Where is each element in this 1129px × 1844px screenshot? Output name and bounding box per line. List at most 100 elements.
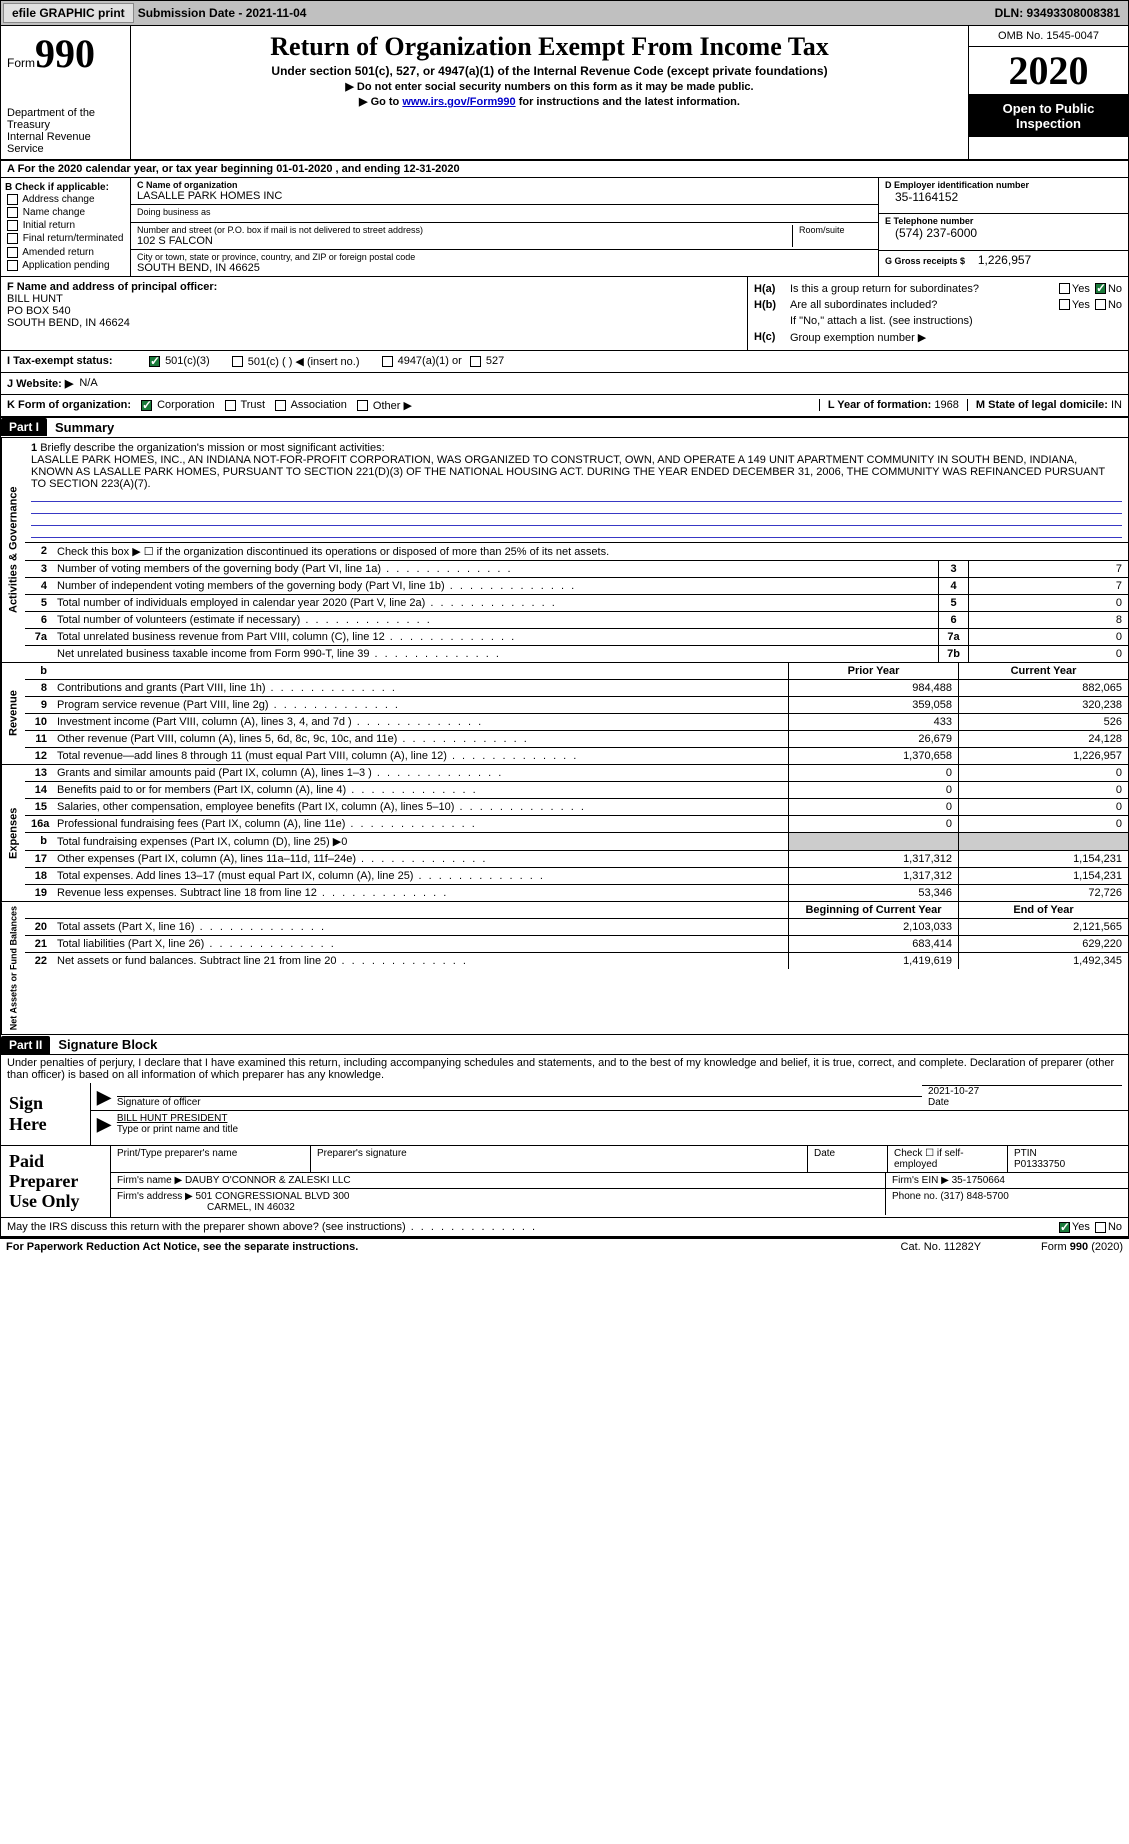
j-label: J Website: ▶ [7, 377, 73, 390]
paid-preparer: Paid Preparer Use Only Print/Type prepar… [1, 1145, 1128, 1217]
table-row: 21Total liabilities (Part X, line 26)683… [25, 935, 1128, 952]
mission-text: LASALLE PARK HOMES, INC., AN INDIANA NOT… [31, 454, 1105, 490]
cb-name-change[interactable]: Name change [5, 206, 126, 219]
street-label: Number and street (or P.O. box if mail i… [137, 225, 792, 235]
ein-label: D Employer identification number [885, 180, 1122, 190]
form-header: Form990 Department of the Treasury Inter… [0, 26, 1129, 159]
pself-label[interactable]: Check ☐ if self-employed [888, 1146, 1008, 1172]
table-row: bTotal fundraising expenses (Part IX, co… [25, 832, 1128, 850]
table-row: 22Net assets or fund balances. Subtract … [25, 952, 1128, 969]
cb-527[interactable]: 527 [468, 355, 504, 367]
row-k: K Form of organization: Corporation Trus… [0, 395, 1129, 418]
officer-sig-line[interactable]: ▶ Signature of officer 2021-10-27 Date [91, 1083, 1128, 1111]
table-row: 4Number of independent voting members of… [25, 577, 1128, 594]
table-row: 19Revenue less expenses. Subtract line 1… [25, 884, 1128, 901]
form-prefix: Form [7, 56, 35, 70]
section-b: B Check if applicable: Address change Na… [1, 178, 131, 276]
pdate-label: Date [808, 1146, 888, 1172]
goto-hint: ▶ Go to www.irs.gov/Form990 for instruct… [135, 95, 964, 108]
open-inspection: Open to Public Inspection [969, 95, 1128, 137]
submission-date: Submission Date - 2021-11-04 [138, 6, 307, 20]
table-row: 14Benefits paid to or for members (Part … [25, 781, 1128, 798]
blue-rule [31, 514, 1122, 526]
paperwork-notice: For Paperwork Reduction Act Notice, see … [6, 1241, 358, 1253]
cb-corp[interactable]: Corporation [139, 399, 215, 411]
cb-final-return[interactable]: Final return/terminated [5, 232, 126, 245]
tax-year: 2020 [969, 47, 1128, 95]
blue-rule [31, 502, 1122, 514]
table-row: 6Total number of volunteers (estimate if… [25, 611, 1128, 628]
cat-no: Cat. No. 11282Y [901, 1241, 982, 1253]
street: 102 S FALCON [137, 235, 792, 247]
hc-label: H(c) [754, 331, 790, 343]
cb-other[interactable]: Other ▶ [355, 399, 412, 412]
org-name: LASALLE PARK HOMES INC [137, 190, 872, 202]
form-number: 990 [35, 31, 95, 76]
prior-year-header: Prior Year [788, 663, 958, 679]
form-title: Return of Organization Exempt From Incom… [135, 32, 964, 62]
cb-app-pending[interactable]: Application pending [5, 259, 126, 272]
cb-address-change[interactable]: Address change [5, 193, 126, 206]
firm-phone: (317) 848-5700 [940, 1191, 1008, 1202]
ssn-hint: ▶ Do not enter social security numbers o… [135, 80, 964, 93]
net-assets: Net Assets or Fund Balances Beginning of… [1, 902, 1128, 1034]
city: SOUTH BEND, IN 46625 [137, 262, 872, 274]
section-c: C Name of organization LASALLE PARK HOME… [131, 178, 878, 276]
irs-link[interactable]: www.irs.gov/Form990 [402, 96, 515, 108]
tab-governance: Activities & Governance [1, 438, 25, 662]
firm-addr: 501 CONGRESSIONAL BLVD 300 [196, 1191, 350, 1202]
header-left: Form990 Department of the Treasury Inter… [1, 26, 131, 159]
section-h: H(a) Is this a group return for subordin… [748, 277, 1128, 350]
hb-yesno[interactable]: Yes No [1057, 299, 1122, 311]
ein: 35-1164152 [885, 190, 1122, 204]
cb-amended-return[interactable]: Amended return [5, 246, 126, 259]
hb-note: If "No," attach a list. (see instruction… [790, 315, 1122, 327]
table-row: 11Other revenue (Part VIII, column (A), … [25, 730, 1128, 747]
org-name-label: C Name of organization [137, 180, 872, 190]
f-label: F Name and address of principal officer: [7, 281, 741, 293]
discuss-text: May the IRS discuss this return with the… [7, 1221, 1057, 1233]
officer-addr2: SOUTH BEND, IN 46624 [7, 317, 741, 329]
tab-expenses: Expenses [1, 765, 25, 901]
calendar-year-row: A For the 2020 calendar year, or tax yea… [0, 159, 1129, 178]
top-bar: efile GRAPHIC print Submission Date - 20… [0, 0, 1129, 26]
i-label: I Tax-exempt status: [7, 355, 147, 367]
efile-print-button[interactable]: efile GRAPHIC print [3, 3, 134, 23]
officer-print-name: BILL HUNT PRESIDENT [117, 1113, 228, 1124]
city-label: City or town, state or province, country… [137, 252, 872, 262]
ha-yesno[interactable]: Yes No [1057, 283, 1122, 295]
section-f: F Name and address of principal officer:… [1, 277, 748, 350]
cb-trust[interactable]: Trust [223, 399, 266, 411]
cb-assoc[interactable]: Association [273, 399, 347, 411]
cb-initial-return[interactable]: Initial return [5, 219, 126, 232]
omb-number: OMB No. 1545-0047 [969, 26, 1128, 47]
table-row: 17Other expenses (Part IX, column (A), l… [25, 850, 1128, 867]
ha-label: H(a) [754, 283, 790, 295]
header-center: Return of Organization Exempt From Incom… [131, 26, 968, 159]
cb-501c[interactable]: 501(c) ( ) ◀ (insert no.) [230, 355, 360, 368]
table-row: 10Investment income (Part VIII, column (… [25, 713, 1128, 730]
q2-row: 2 Check this box ▶ ☐ if the organization… [25, 542, 1128, 560]
table-row: 7aTotal unrelated business revenue from … [25, 628, 1128, 645]
current-year-header: Current Year [958, 663, 1128, 679]
l-year: L Year of formation: 1968 [819, 399, 959, 411]
table-row: 3Number of voting members of the governi… [25, 560, 1128, 577]
firm-addr2: CARMEL, IN 46032 [117, 1202, 295, 1213]
officer-addr1: PO BOX 540 [7, 305, 741, 317]
dept-label: Department of the Treasury Internal Reve… [7, 107, 124, 155]
header-right: OMB No. 1545-0047 2020 Open to Public In… [968, 26, 1128, 159]
preparer-row2: Firm's name ▶ DAUBY O'CONNOR & ZALESKI L… [111, 1173, 1128, 1189]
table-row: 9Program service revenue (Part VIII, lin… [25, 696, 1128, 713]
officer-name: BILL HUNT [7, 293, 741, 305]
cb-4947[interactable]: 4947(a)(1) or [380, 355, 462, 367]
sig-declaration: Under penalties of perjury, I declare th… [1, 1055, 1128, 1083]
cb-501c3[interactable]: 501(c)(3) [147, 355, 210, 367]
activities-governance: Activities & Governance 1 Briefly descri… [1, 438, 1128, 663]
discuss-yesno[interactable]: Yes No [1057, 1221, 1122, 1233]
net-header: Beginning of Current Year End of Year [25, 902, 1128, 918]
part1-title: Summary [47, 418, 122, 437]
table-row: 15Salaries, other compensation, employee… [25, 798, 1128, 815]
form-ref: Form 990 (2020) [1041, 1241, 1123, 1253]
table-row: 8Contributions and grants (Part VIII, li… [25, 679, 1128, 696]
hc-text: Group exemption number ▶ [790, 331, 1122, 344]
